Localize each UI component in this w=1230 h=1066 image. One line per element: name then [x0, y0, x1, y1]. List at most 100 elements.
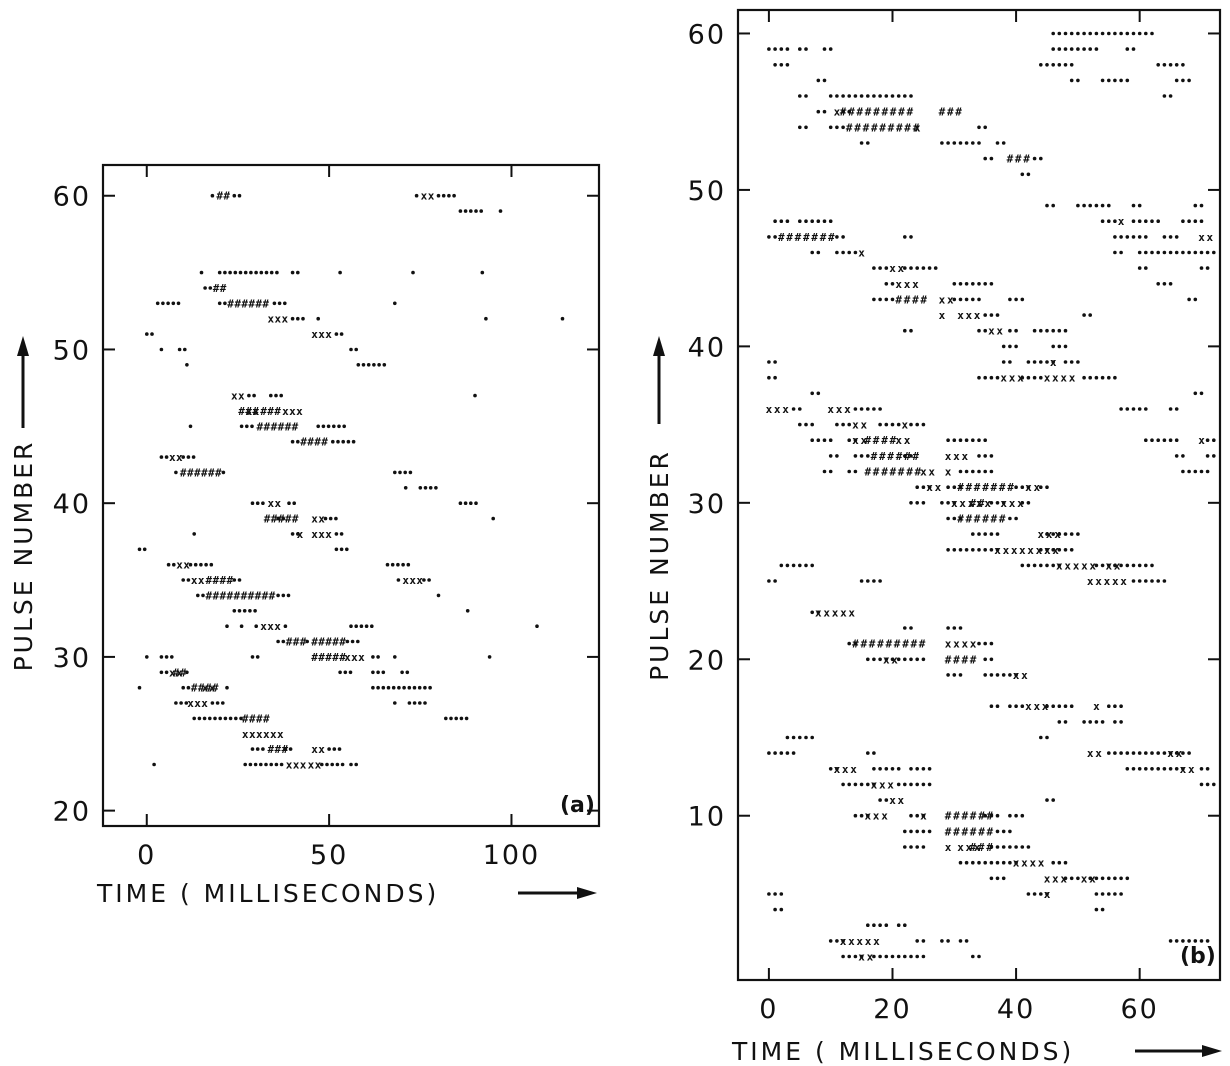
data-point-x: x: [914, 121, 921, 134]
data-point-dot: [915, 657, 919, 662]
data-point-dot: [841, 125, 845, 130]
data-point-dot: [1187, 939, 1191, 943]
data-point-dot: [915, 939, 919, 943]
data-point-dot: [170, 655, 174, 659]
data-point-dot: [952, 548, 957, 552]
data-point-dot: [785, 735, 790, 740]
data-point-dot: [909, 501, 913, 505]
data-point-x: x: [260, 620, 267, 633]
data-point-dot: [223, 301, 227, 306]
data-point-x: x: [267, 497, 274, 510]
data-point-x: x: [1087, 575, 1094, 588]
data-point-dot: [964, 548, 969, 552]
data-point-x: x: [827, 403, 834, 416]
data-point-dot: [345, 639, 350, 644]
x-axis-arrow-icon: [577, 887, 597, 899]
data-point-x: x: [873, 810, 880, 823]
data-point-dot: [1119, 235, 1123, 239]
data-point-dot: [977, 548, 981, 552]
data-point-dot: [1069, 532, 1074, 536]
data-point-dot: [1039, 548, 1043, 552]
data-point-dot: [447, 193, 451, 198]
data-point-dot: [866, 813, 870, 818]
data-point-dot: [779, 892, 784, 896]
data-point-hash: #: [325, 651, 332, 664]
data-point-hash: #: [856, 106, 863, 119]
data-point-dot: [878, 767, 882, 771]
data-point-dot: [239, 424, 244, 429]
data-point-dot: [971, 282, 975, 286]
data-point-dot: [350, 639, 355, 644]
data-point-dot: [1125, 47, 1130, 51]
data-point-dot: [1144, 250, 1148, 255]
data-point-x: x: [176, 666, 183, 679]
data-point-dot: [1119, 876, 1123, 881]
x-tick-label: 0: [759, 994, 778, 1025]
data-point-dot: [872, 782, 876, 787]
data-point-dot: [1014, 704, 1018, 708]
data-point-dot: [915, 485, 919, 490]
data-point-dot: [145, 655, 149, 659]
data-point-dot: [1107, 219, 1111, 223]
data-point-dot: [1014, 813, 1018, 818]
data-point-hash: #: [269, 589, 276, 602]
data-point-x: x: [289, 405, 296, 418]
data-point-dot: [349, 762, 353, 767]
data-point-dot: [767, 751, 771, 755]
data-point-dot: [958, 438, 963, 443]
data-point-dot: [1205, 939, 1210, 943]
data-point-dot: [371, 685, 375, 690]
data-point-dot: [1156, 751, 1160, 755]
data-point-dot: [396, 578, 401, 582]
data-point-x: x: [318, 513, 325, 526]
data-point-dot: [1199, 767, 1204, 771]
data-point-hash: #: [965, 481, 972, 494]
data-point-dot: [1051, 344, 1055, 349]
data-point-dot: [275, 270, 279, 275]
data-point-hash: #: [986, 810, 993, 823]
data-point-dot: [940, 939, 944, 943]
data-point-dot: [1051, 203, 1055, 208]
pulse-row-34: x x x x x# # # #: [810, 434, 1216, 447]
data-point-dot: [1187, 751, 1191, 755]
data-point-dot: [859, 454, 864, 458]
data-point-dot: [1094, 720, 1099, 724]
data-point-hash: #: [879, 121, 886, 134]
data-point-dot: [1100, 876, 1105, 881]
data-point-x: x: [867, 951, 874, 964]
data-point-x: x: [912, 278, 919, 291]
pulse-row-58: [773, 63, 1185, 67]
data-point-dot: [1057, 344, 1062, 349]
data-point-dot: [232, 193, 237, 198]
data-point-dot: [465, 609, 470, 613]
data-point-hash: #: [248, 297, 255, 310]
data-point-dot: [1063, 548, 1068, 552]
pulse-row-57: [816, 78, 1191, 83]
data-point-dot: [371, 655, 375, 659]
data-point-dot: [1026, 563, 1031, 568]
data-point-dot: [958, 282, 963, 286]
pulse-row-46: x: [810, 247, 1216, 260]
data-point-dot: [498, 209, 503, 213]
data-point-dot: [1199, 939, 1204, 943]
data-point-dot: [1045, 798, 1049, 802]
data-point-hash: #: [1007, 481, 1014, 494]
data-point-dot: [1063, 47, 1068, 51]
data-point-dot: [444, 716, 448, 721]
data-point-dot: [828, 94, 833, 98]
data-point-dot: [202, 716, 207, 721]
data-point-dot: [321, 424, 326, 429]
data-point-dot: [1137, 767, 1142, 771]
data-point-dot: [1076, 203, 1080, 208]
data-point-dot: [1045, 735, 1049, 740]
data-point-dot: [1125, 407, 1130, 411]
data-point-dot: [971, 954, 975, 959]
data-point-dot: [1119, 704, 1123, 708]
data-point-x: x: [176, 451, 183, 464]
data-point-dot: [1001, 673, 1006, 677]
data-point-dot: [822, 438, 827, 443]
pulse-row-50: [159, 347, 359, 352]
data-point-hash: #: [311, 651, 318, 664]
data-point-dot: [423, 701, 427, 705]
